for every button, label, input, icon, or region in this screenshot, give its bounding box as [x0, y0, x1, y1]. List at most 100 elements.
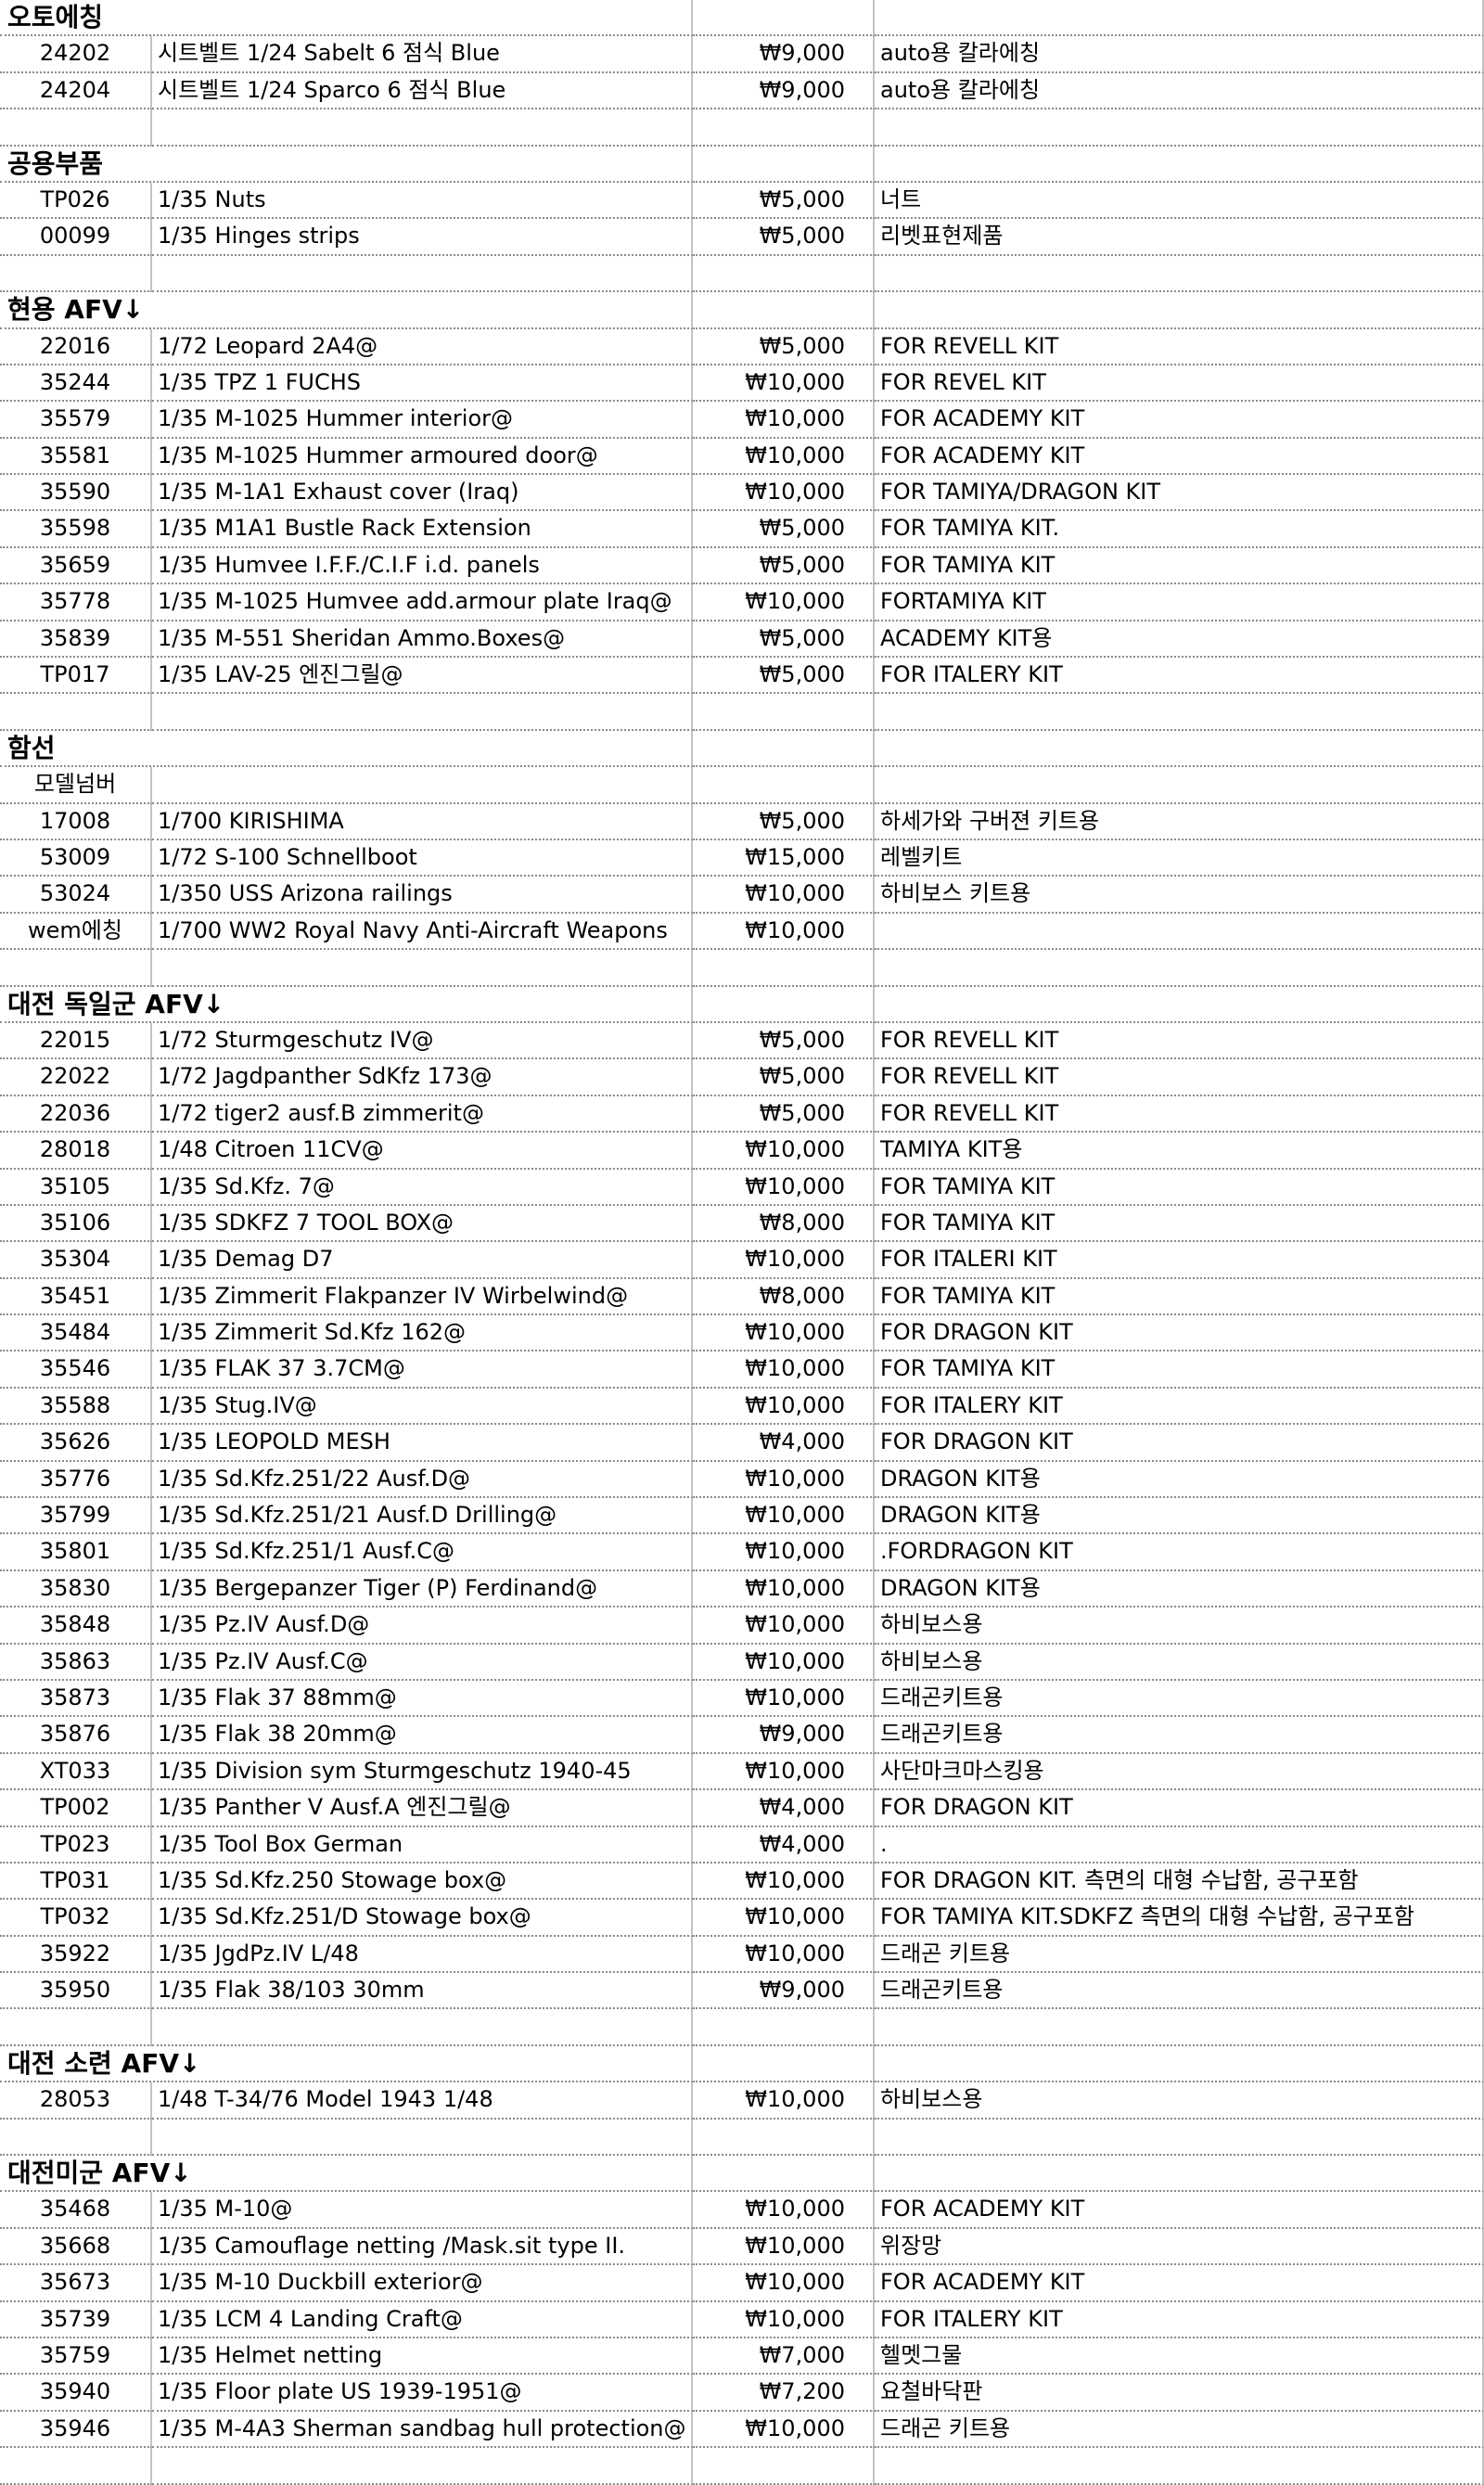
item-name: 1/700 KIRISHIMA: [152, 803, 693, 840]
item-note: FOR REVELL KIT: [875, 1022, 1484, 1060]
item-price: ₩10,000: [693, 1498, 875, 1535]
item-price: ₩5,000: [693, 621, 875, 659]
sheet-row: 35940 1/35 Floor plate US 1939-1951@ ₩7,20…: [0, 2375, 1484, 2412]
item-code: 24202: [0, 36, 152, 73]
item-note: 드래곤키트용: [875, 1973, 1484, 2010]
item-price: ₩5,000: [693, 1059, 875, 1096]
item-name: 1/35 FLAK 37 3.7CM@: [152, 1351, 693, 1389]
item-code: 35579: [0, 402, 152, 439]
empty-cell: [875, 292, 1484, 329]
section-title: 대전미군 AFV↓: [0, 2156, 693, 2193]
empty-cell: [875, 986, 1484, 1023]
item-name: 1/48 Citroen 11CV@: [152, 1133, 693, 1170]
sheet-row: 35588 1/35 Stug.IV@ ₩10,000 FOR ITALERY KIT: [0, 1388, 1484, 1426]
sheet-row: wem에칭 1/700 WW2 Royal Navy Anti-Aircraft …: [0, 913, 1484, 951]
item-note: TAMIYA KIT용: [875, 1133, 1484, 1170]
item-code: 35626: [0, 1425, 152, 1462]
item-name: 1/35 Zimmerit Sd.Kfz 162@: [152, 1315, 693, 1352]
item-price: ₩10,000: [693, 1461, 875, 1499]
item-note: FOR TAMIYA KIT: [875, 1278, 1484, 1316]
item-price: ₩10,000: [693, 1680, 875, 1718]
empty-cell: [875, 913, 1484, 951]
empty-cell: [0, 2009, 152, 2046]
item-code: 35468: [0, 2192, 152, 2229]
empty-cell: [0, 694, 152, 731]
item-code: 35950: [0, 1973, 152, 2010]
item-price: ₩9,000: [693, 36, 875, 73]
sheet-row: 35484 1/35 Zimmerit Sd.Kfz 162@ ₩10,000 FOR…: [0, 1315, 1484, 1352]
sheet-row: 22015 1/72 Sturmgeschutz IV@ ₩5,000 FOR REV…: [0, 1022, 1484, 1060]
item-price: ₩10,000: [693, 2228, 875, 2266]
empty-cell: [0, 2119, 152, 2157]
item-note: ACADEMY KIT용: [875, 621, 1484, 659]
item-code: TP032: [0, 1900, 152, 1937]
item-price: ₩10,000: [693, 913, 875, 951]
item-price: ₩10,000: [693, 1900, 875, 1937]
item-code: 22022: [0, 1059, 152, 1096]
item-note: FOR DRAGON KIT: [875, 1790, 1484, 1827]
item-note: FOR TAMIYA KIT: [875, 547, 1484, 585]
item-price: ₩10,000: [693, 1242, 875, 1279]
item-price: ₩5,000: [693, 1022, 875, 1060]
item-name: 1/35 Flak 38/103 30mm: [152, 1973, 693, 2010]
item-name: 1/48 T-34/76 Model 1943 1/48: [152, 2082, 693, 2120]
empty-cell: [693, 255, 875, 293]
section-title: 오토에칭: [0, 0, 693, 37]
sheet-row: 53009 1/72 S-100 Schnellboot ₩15,000 레벨키트: [0, 839, 1484, 877]
item-price: ₩5,000: [693, 328, 875, 365]
item-note: 하세가와 구버젼 키트용: [875, 803, 1484, 840]
item-note: DRAGON KIT용: [875, 1461, 1484, 1499]
item-note: 드래곤 키트용: [875, 1936, 1484, 1974]
item-price: ₩10,000: [693, 1608, 875, 1645]
sheet-row: 28018 1/48 Citroen 11CV@ ₩10,000 TAMIYA KIT…: [0, 1133, 1484, 1170]
item-price: ₩10,000: [693, 1644, 875, 1681]
item-name: 1/35 M-1A1 Exhaust cover (Iraq): [152, 475, 693, 512]
item-name: 1/700 WW2 Royal Navy Anti-Aircraft Weapo…: [152, 913, 693, 951]
sheet-row: 53024 1/350 USS Arizona railings ₩10,000 하비…: [0, 877, 1484, 914]
item-note: FOR ACADEMY KIT: [875, 2265, 1484, 2302]
sheet-row: TP031 1/35 Sd.Kfz.250 Stowage box@ ₩10,000…: [0, 1863, 1484, 1901]
empty-cell: [693, 986, 875, 1023]
item-price: ₩9,000: [693, 1717, 875, 1754]
item-code: 35876: [0, 1717, 152, 1754]
sheet-row: 35590 1/35 M-1A1 Exhaust cover (Iraq) ₩10,…: [0, 475, 1484, 512]
item-price: ₩10,000: [693, 1570, 875, 1608]
empty-cell: [693, 694, 875, 731]
empty-cell: [0, 255, 152, 293]
sheet-row: 22016 1/72 Leopard 2A4@ ₩5,000 FOR REVELL K…: [0, 328, 1484, 365]
item-code: 35778: [0, 584, 152, 621]
empty-cell: [693, 2156, 875, 2193]
item-note: FOR REVELL KIT: [875, 1095, 1484, 1134]
sheet-row: 35626 1/35 LEOPOLD MESH ₩4,000 FOR DRAGON K…: [0, 1425, 1484, 1462]
item-note: FOR ITALERY KIT: [875, 658, 1484, 695]
item-name: 1/35 Sd.Kfz. 7@: [152, 1169, 693, 1206]
item-note: FOR TAMIYA/DRAGON KIT: [875, 475, 1484, 512]
item-note: FOR ITALERY KIT: [875, 2301, 1484, 2338]
item-name: 1/35 Stug.IV@: [152, 1388, 693, 1426]
item-code: 35830: [0, 1570, 152, 1608]
item-name: 1/35 M1A1 Bustle Rack Extension: [152, 511, 693, 548]
sheet-row: 35950 1/35 Flak 38/103 30mm ₩9,000 드래곤키트용: [0, 1973, 1484, 2010]
item-code: TP031: [0, 1863, 152, 1901]
item-name: 1/35 Tool Box German: [152, 1826, 693, 1864]
empty-cell: [875, 2045, 1484, 2083]
sheet-row: 35106 1/35 SDKFZ 7 TOOL BOX@ ₩8,000 FOR TAM…: [0, 1205, 1484, 1243]
item-note: auto용 칼라에칭: [875, 72, 1484, 110]
item-price: ₩5,000: [693, 182, 875, 220]
item-name: 1/35 Humvee I.F.F./C.I.F i.d. panels: [152, 547, 693, 585]
item-code: 35668: [0, 2228, 152, 2266]
item-code: 17008: [0, 803, 152, 840]
item-code: 24204: [0, 72, 152, 110]
empty-cell: [693, 109, 875, 147]
item-note: 레벨키트: [875, 839, 1484, 877]
empty-cell: [152, 2119, 693, 2157]
empty-cell: [875, 694, 1484, 731]
item-name: 1/35 Demag D7: [152, 1242, 693, 1279]
item-price: ₩9,000: [693, 72, 875, 110]
item-code: TP017: [0, 658, 152, 695]
item-note: 리벳표현제품: [875, 219, 1484, 256]
empty-cell: [875, 950, 1484, 987]
item-note: auto용 칼라에칭: [875, 36, 1484, 73]
item-price: ₩5,000: [693, 1095, 875, 1134]
item-name: 1/35 M-10@: [152, 2192, 693, 2229]
